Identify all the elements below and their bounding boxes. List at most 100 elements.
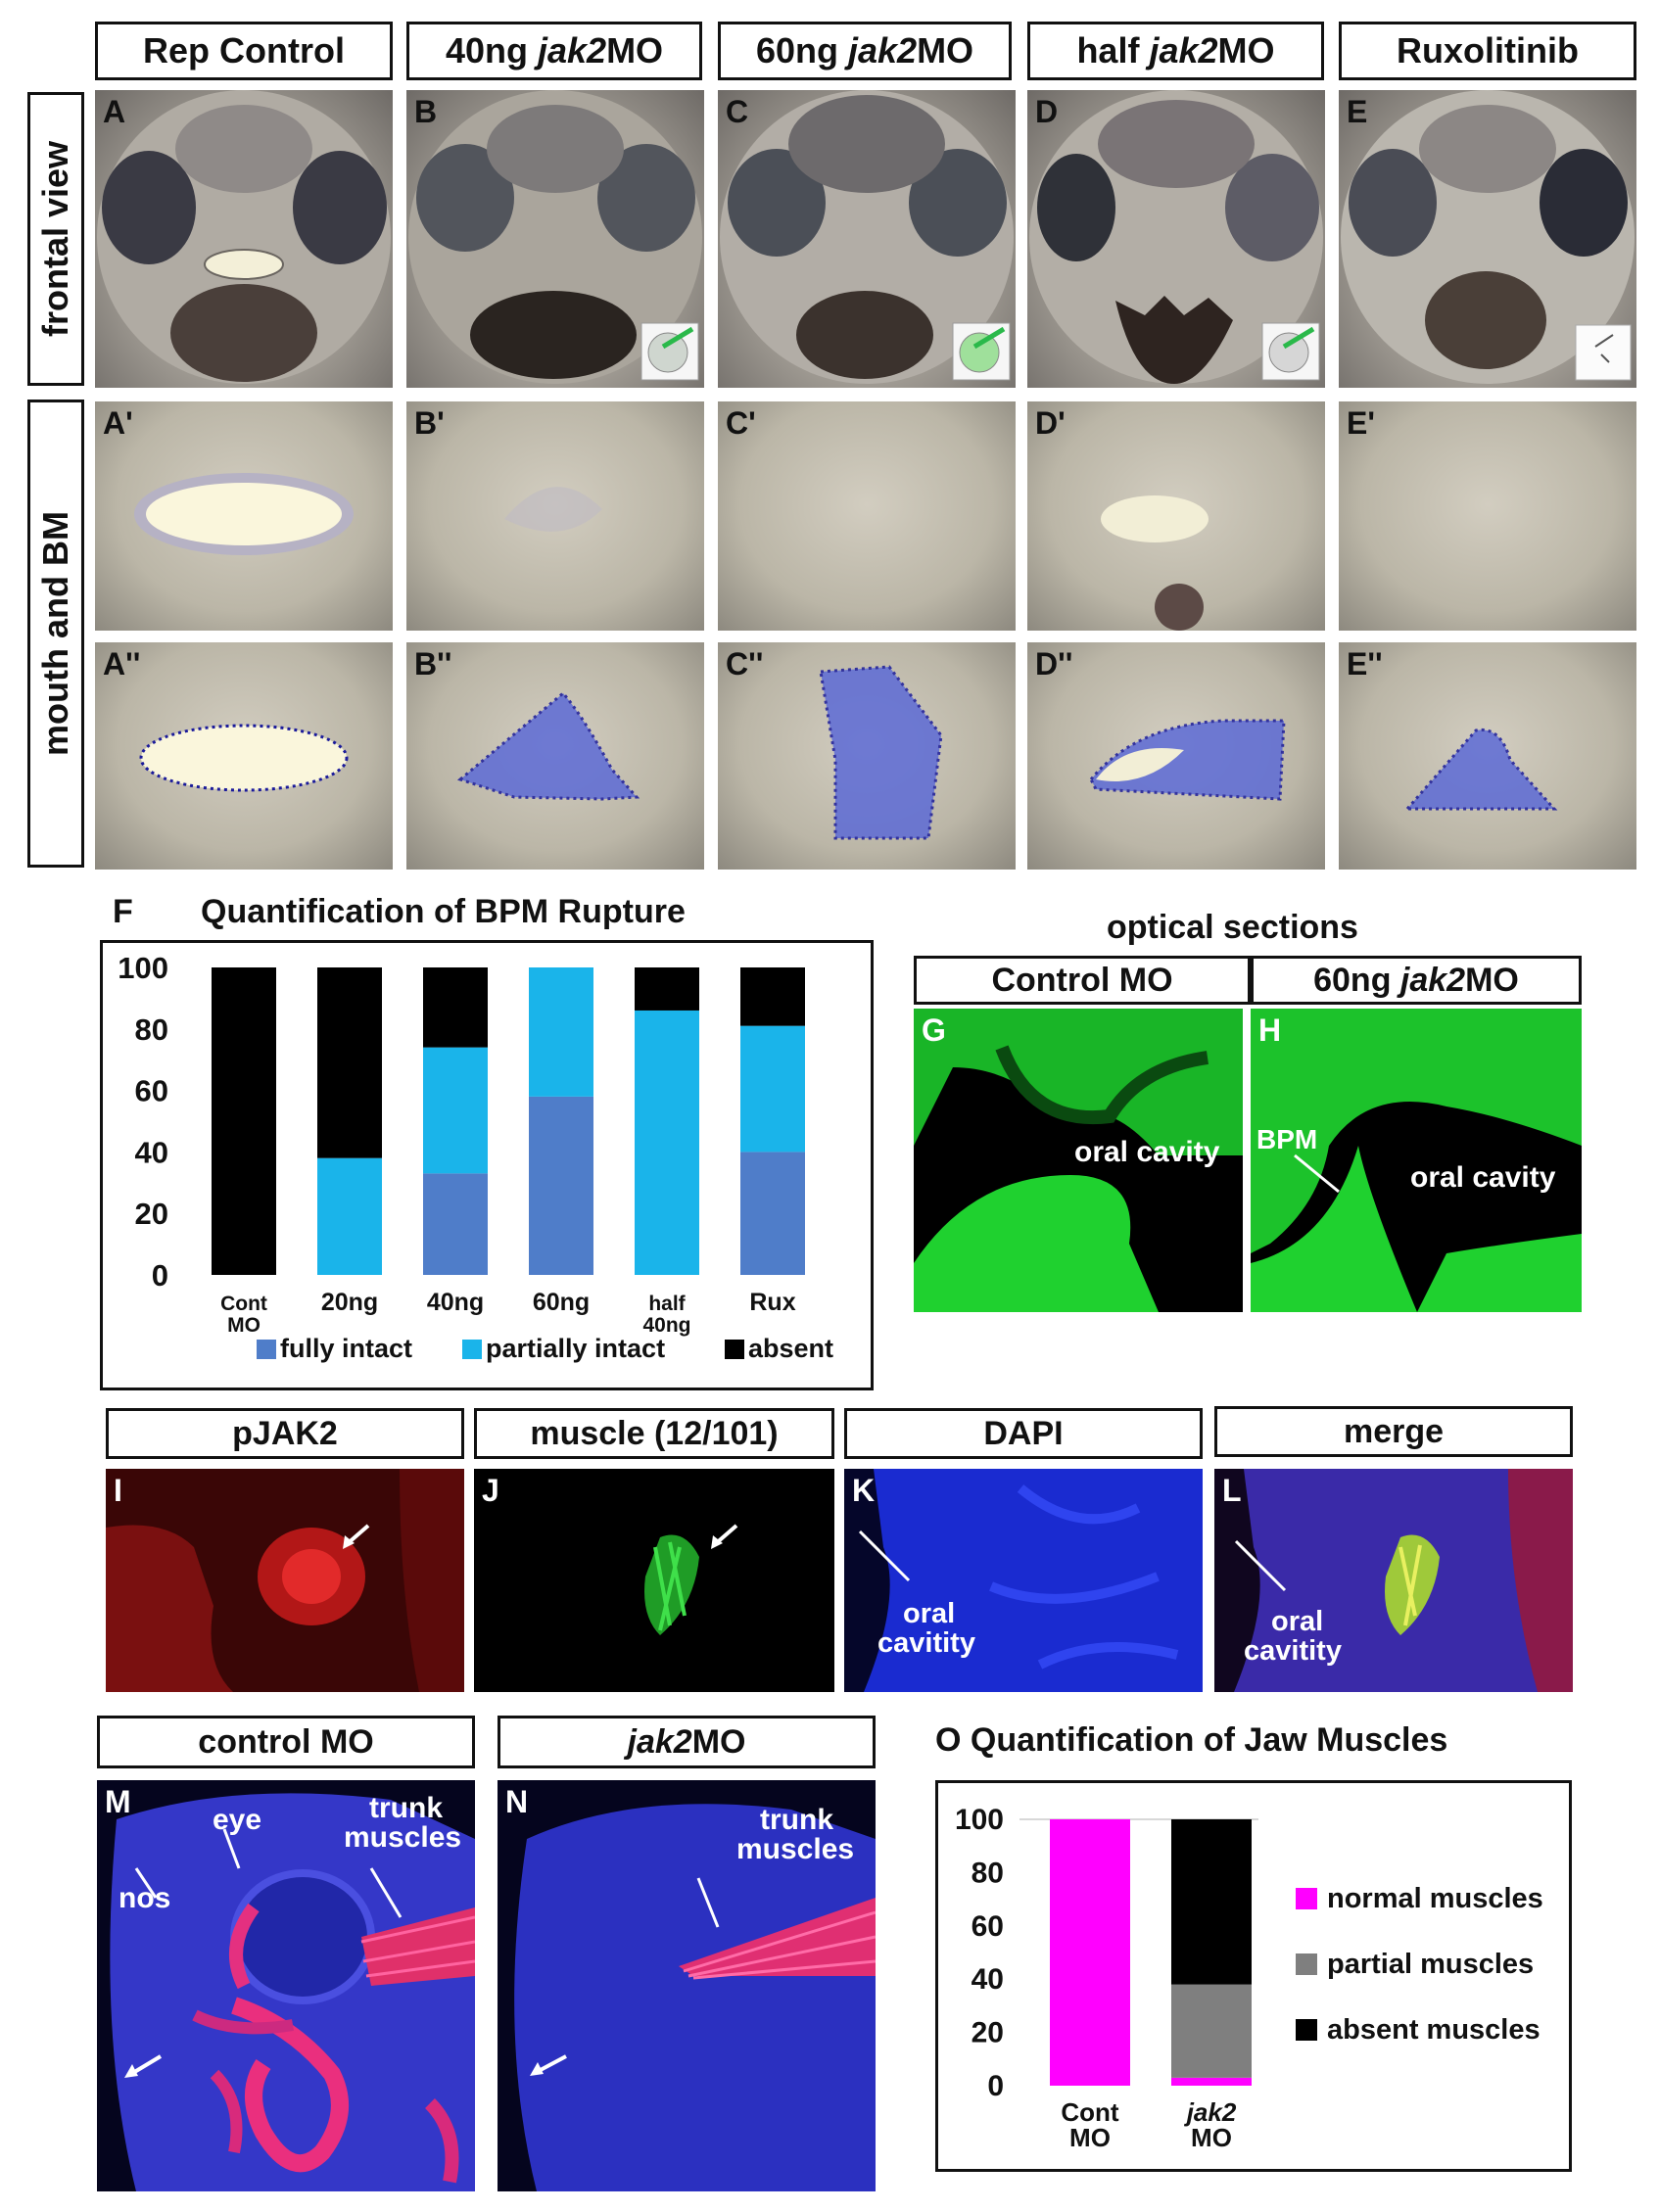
gene-name: jak2 xyxy=(1149,30,1218,71)
header-text: Control MO xyxy=(991,961,1173,999)
bar-segment xyxy=(1171,1819,1252,1985)
row-label-text: frontal view xyxy=(35,140,75,338)
mouth-illustration xyxy=(134,473,354,555)
header-control-mo: Control MO xyxy=(914,956,1251,1005)
legend-swatch xyxy=(462,1340,482,1359)
panel-letter: M xyxy=(105,1784,131,1819)
oral-cavity-pointer-line xyxy=(1234,1539,1287,1592)
header-text: pJAK2 xyxy=(232,1414,338,1452)
panel-letter: B'' xyxy=(414,646,452,682)
y-tick-label: 80 xyxy=(135,1012,168,1047)
legend-swatch xyxy=(1296,1888,1317,1909)
panel-letter: J xyxy=(482,1473,499,1508)
x-tick-label: 60ng xyxy=(533,1289,590,1316)
mouth-illustration xyxy=(504,487,602,532)
embryo-illustration xyxy=(97,90,391,384)
bar-segment xyxy=(740,967,805,1026)
x-tick-label: MO xyxy=(227,1314,261,1337)
header-text: Rep Control xyxy=(143,30,345,71)
header-muscle: muscle (12/101) xyxy=(474,1408,834,1459)
legend-swatch xyxy=(725,1340,744,1359)
y-tick-label: 100 xyxy=(118,951,168,985)
header-40ng-jak2-mo: 40ng jak2 MO xyxy=(406,22,702,80)
header-text: MO xyxy=(691,1722,746,1761)
bm-outline-illustration xyxy=(1403,728,1558,811)
oral-cavity-label: oral xyxy=(903,1598,956,1629)
x-tick-label: half xyxy=(648,1293,686,1315)
header-half-jak2-mo: half jak2 MO xyxy=(1027,22,1324,80)
y-tick-label: 80 xyxy=(972,1857,1004,1889)
panel-a-prime-mouth: A' xyxy=(95,401,393,631)
legend-label: absent xyxy=(748,1334,833,1363)
bar-segment xyxy=(423,967,488,1048)
embryo-illustration xyxy=(1029,90,1323,384)
panel-letter: E' xyxy=(1347,405,1375,441)
panel-d-double-prime: D'' xyxy=(1027,642,1325,870)
mouth-illustration xyxy=(1101,495,1209,631)
embryo-illustration xyxy=(1341,90,1635,384)
trunk-muscles-label: muscles xyxy=(344,1821,462,1854)
bar-segment xyxy=(740,1152,805,1275)
y-tick-label: 20 xyxy=(135,1197,168,1231)
bm-outline-illustration xyxy=(456,690,640,801)
panel-letter: D' xyxy=(1035,405,1066,441)
y-tick-label: 60 xyxy=(972,1910,1004,1943)
bar-segment xyxy=(317,967,382,1158)
y-tick-label: 0 xyxy=(987,2070,1004,2102)
panel-j-muscle: J xyxy=(474,1469,834,1692)
confocal-illustration xyxy=(1251,1009,1582,1312)
panel-letter: E xyxy=(1347,94,1368,129)
panel-letter: A xyxy=(103,94,126,129)
bpm-label: BPM xyxy=(1256,1124,1318,1154)
bpm-pointer-line xyxy=(1294,1153,1340,1194)
legend-label: partial muscles xyxy=(1327,1949,1534,1980)
bar-segment xyxy=(423,1173,488,1275)
header-dapi: DAPI xyxy=(844,1408,1203,1459)
trunk-muscles-label: trunk xyxy=(369,1792,443,1824)
panel-letter: A' xyxy=(103,405,133,441)
merge-illustration xyxy=(1234,1469,1573,1692)
bar-segment xyxy=(529,1096,593,1275)
y-tick-label: 0 xyxy=(152,1258,168,1293)
panel-b-frontal-40ng: B xyxy=(406,90,704,388)
header-jak2-mo-jaw: jak2 MO xyxy=(498,1716,876,1768)
panel-i-pjak2: I xyxy=(106,1469,464,1692)
header-text: muscle (12/101) xyxy=(530,1414,779,1452)
panel-letter: B xyxy=(414,94,438,129)
header-text: Ruxolitinib xyxy=(1397,30,1579,71)
oral-cavity-label: cavitity xyxy=(1244,1635,1342,1667)
pjak2-illustration xyxy=(106,1469,464,1692)
oral-cavity-label: oral cavity xyxy=(1074,1136,1220,1168)
bar-segment xyxy=(1171,2077,1252,2086)
mouth-outline-illustration xyxy=(139,724,349,792)
header-control-mo-jaw: control MO xyxy=(97,1716,475,1768)
bar-segment xyxy=(212,967,276,1275)
trunk-muscles-label: muscles xyxy=(736,1833,855,1865)
chart-title: Quantification of BPM Rupture xyxy=(201,893,686,930)
bar-segment xyxy=(1171,1984,1252,2078)
y-tick-label: 20 xyxy=(972,2017,1004,2049)
header-ruxolitinib: Ruxolitinib xyxy=(1339,22,1636,80)
legend-swatch xyxy=(1296,1953,1317,1975)
panel-letter: B' xyxy=(414,405,445,441)
embryo-illustration xyxy=(408,90,702,384)
chart-frame xyxy=(935,1780,1572,2172)
panel-c-prime-mouth: C' xyxy=(718,401,1016,631)
gene-name: jak2 xyxy=(537,30,607,71)
optical-sections-title: optical sections xyxy=(1107,909,1358,946)
y-tick-label: 40 xyxy=(135,1135,168,1169)
embryo-illustration xyxy=(720,90,1014,384)
panel-letter: N xyxy=(505,1784,529,1819)
header-merge: merge xyxy=(1214,1406,1573,1457)
gene-name: jak2 xyxy=(627,1722,692,1761)
panel-m-control-muscles: M eye nos trunk muscles xyxy=(97,1780,475,2191)
panel-letter: K xyxy=(852,1473,876,1508)
legend-label: fully intact xyxy=(280,1334,412,1363)
oral-cavity-label: oral xyxy=(1271,1606,1324,1637)
panel-letter: D'' xyxy=(1035,646,1073,682)
row-label-text: mouth and BM xyxy=(35,511,75,756)
panel-letter: C' xyxy=(726,405,756,441)
header-text: 40ng xyxy=(445,30,528,71)
x-tick-label: Cont xyxy=(1061,2097,1119,2127)
